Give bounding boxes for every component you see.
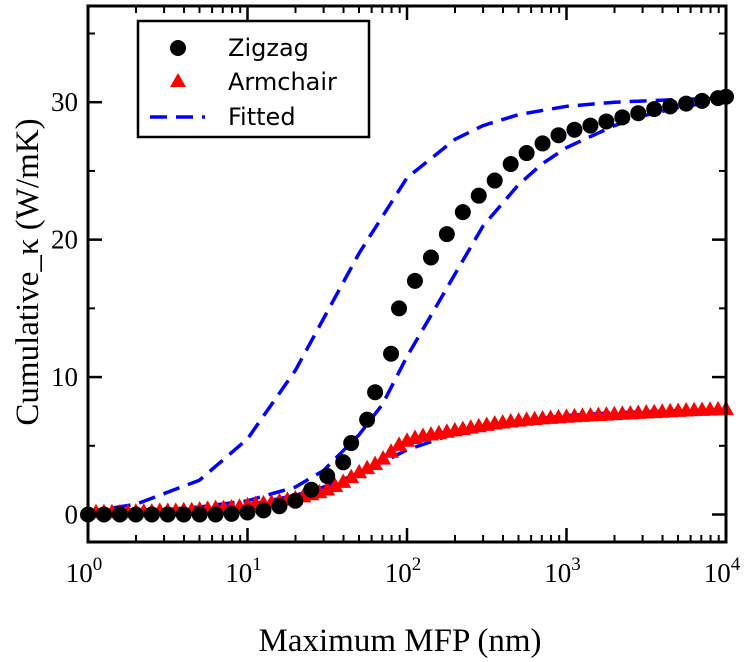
armchair-point xyxy=(327,477,344,493)
armchair-point xyxy=(367,455,384,471)
legend-fitted-label: Fitted xyxy=(228,103,296,131)
legend-zigzag-marker xyxy=(170,40,186,56)
x-tick-base: 10 xyxy=(66,558,93,588)
zigzag-point xyxy=(239,504,256,521)
x-tick-label: 101 xyxy=(225,554,262,588)
x-tick-label: 100 xyxy=(66,554,103,588)
zigzag-point xyxy=(207,506,224,523)
x-tick-label: 102 xyxy=(385,554,422,588)
armchair-point xyxy=(343,468,360,484)
zigzag-point xyxy=(255,502,272,519)
zigzag-point xyxy=(678,95,695,112)
zigzag-point xyxy=(127,506,144,523)
x-tick-base: 10 xyxy=(704,558,731,588)
armchair-point xyxy=(351,463,368,479)
x-tick-exponent: 1 xyxy=(252,554,262,575)
x-tick-base: 10 xyxy=(544,558,571,588)
legend-zigzag-label: Zigzag xyxy=(228,34,309,62)
zigzag-point xyxy=(582,117,599,134)
zigzag-point xyxy=(383,345,400,362)
armchair-point xyxy=(391,436,408,451)
armchair-point xyxy=(375,450,392,465)
zigzag-point xyxy=(111,506,128,523)
zigzag-point xyxy=(271,498,288,515)
x-tick-exponent: 2 xyxy=(412,554,422,575)
y-tick-label: 0 xyxy=(65,500,79,530)
plot-marks xyxy=(80,88,734,523)
y-tick-label: 20 xyxy=(51,225,78,255)
zigzag-point xyxy=(303,481,320,498)
fitted-curve-1 xyxy=(87,96,727,514)
zigzag-point xyxy=(566,121,583,138)
armchair-point xyxy=(359,459,376,475)
zigzag-point xyxy=(646,101,663,118)
zigzag-point xyxy=(694,92,711,109)
zigzag-point xyxy=(175,506,192,523)
legend-armchair-label: Armchair xyxy=(228,68,337,96)
zigzag-point xyxy=(335,454,352,471)
x-tick-base: 10 xyxy=(225,558,252,588)
armchair-point xyxy=(335,473,352,488)
y-axis-title: Cumulative_κ (W/mK) xyxy=(10,118,46,425)
zigzag-point xyxy=(391,300,408,317)
zigzag-point xyxy=(223,505,240,522)
x-tick-exponent: 3 xyxy=(571,554,581,575)
zigzag-point xyxy=(502,156,519,173)
zigzag-point xyxy=(367,384,384,401)
zigzag-point xyxy=(614,109,631,126)
x-tick-label: 103 xyxy=(544,554,581,588)
zigzag-point xyxy=(143,506,160,523)
x-axis-title: Maximum MFP (nm) xyxy=(259,623,542,659)
x-tick-exponent: 4 xyxy=(731,554,741,575)
zigzag-point xyxy=(550,127,567,144)
zigzag-point xyxy=(438,226,455,243)
zigzag-point xyxy=(598,113,615,130)
zigzag-point xyxy=(287,492,304,509)
x-tick-exponent: 0 xyxy=(93,554,103,575)
zigzag-point xyxy=(343,435,360,452)
zigzag-point xyxy=(454,204,471,221)
legend-armchair-marker xyxy=(170,73,186,87)
zigzag-point xyxy=(191,506,208,523)
zigzag-point xyxy=(422,249,439,266)
zigzag-point xyxy=(319,468,336,485)
zigzag-point xyxy=(662,98,679,115)
armchair-point xyxy=(383,443,400,458)
zigzag-point xyxy=(630,105,647,122)
zigzag-point xyxy=(518,145,535,162)
zigzag-point xyxy=(470,187,487,204)
zigzag-point xyxy=(534,135,551,152)
x-tick-label: 104 xyxy=(704,554,741,588)
zigzag-point xyxy=(95,506,112,523)
zigzag-point xyxy=(359,411,376,428)
zigzag-point xyxy=(406,272,423,289)
y-tick-label: 30 xyxy=(51,87,78,117)
zigzag-point xyxy=(159,506,176,523)
x-tick-base: 10 xyxy=(385,558,412,588)
y-tick-label: 10 xyxy=(51,362,78,392)
zigzag-point xyxy=(486,172,503,189)
legend: Zigzag Armchair Fitted xyxy=(136,19,371,139)
